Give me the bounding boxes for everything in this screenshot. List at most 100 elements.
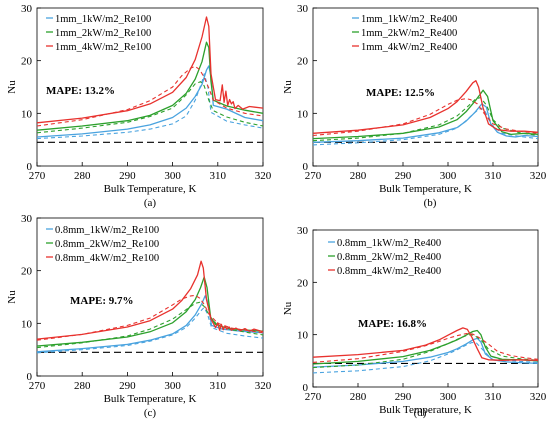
x-tick-label: 290 (119, 380, 136, 392)
x-tick-label: 280 (74, 380, 91, 392)
subplot-label: (a) (144, 197, 157, 209)
legend-item-1: 1mm_1kW/m2_Re100 (46, 14, 151, 25)
x-tick-label: 320 (530, 170, 547, 182)
legend-label: 0.8mm_4kW/m2_Re100 (55, 253, 159, 264)
legend-item-1: 0.8mm_1kW/m2_Re400 (328, 238, 441, 249)
x-axis-title: Bulk Temperature, K (104, 393, 197, 405)
legend-item-1: 1mm_1kW/m2_Re400 (352, 14, 457, 25)
plot-frame (36, 217, 264, 377)
x-tick-label: 270 (305, 391, 322, 403)
series-2-measured-line (36, 41, 264, 131)
y-axis-title: Nu (282, 301, 294, 315)
legend-item-3: 0.8mm_4kW/m2_Re100 (46, 253, 159, 264)
series-1-model-line (36, 73, 264, 140)
series-1-model-line (36, 306, 264, 354)
y-tick-label: 10 (297, 108, 309, 120)
chart-panel-3: 270 280 290 300 310 320 0 10 20 30 Bulk Temperatur… (6, 213, 272, 419)
x-tick-label: 320 (255, 380, 272, 392)
series-2-measured-line (36, 276, 264, 347)
plot-frame (312, 7, 539, 167)
x-tick-label: 300 (164, 170, 181, 182)
legend-item-1: 0.8mm_1kW/m2_Re100 (46, 225, 159, 236)
legend-label: 1mm_2kW/m2_Re100 (55, 28, 151, 39)
legend-label: 1mm_1kW/m2_Re400 (361, 14, 457, 25)
x-axis-title: Bulk Temperature, K (379, 404, 472, 416)
series-2-model-line (312, 334, 539, 369)
series-1-model-line (312, 107, 539, 146)
x-tick-label: 290 (119, 170, 136, 182)
x-tick-label: 270 (29, 380, 46, 392)
x-tick-label: 270 (29, 170, 46, 182)
series-3-model-line (36, 65, 264, 127)
legend-item-2: 0.8mm_2kW/m2_Re400 (328, 252, 441, 263)
plot-frame (36, 7, 264, 167)
series-2-measured-line (312, 329, 539, 365)
legend-item-3: 1mm_4kW/m2_Re100 (46, 42, 151, 53)
legend-item-3: 0.8mm_4kW/m2_Re400 (328, 266, 441, 277)
x-tick-label: 310 (485, 391, 502, 403)
y-axis-title: Nu (282, 80, 294, 94)
y-tick-label: 30 (297, 225, 309, 237)
subplot-label: (b) (424, 197, 437, 209)
series-3-model-line (312, 98, 539, 137)
y-tick-label: 20 (297, 56, 309, 68)
legend-label: 0.8mm_1kW/m2_Re400 (337, 238, 441, 249)
mape-annotation: MAPE: 9.7% (70, 295, 134, 307)
y-tick-label: 0 (303, 382, 309, 394)
x-tick-label: 300 (440, 170, 457, 182)
y-tick-label: 0 (27, 161, 33, 173)
y-tick-label: 30 (21, 213, 33, 225)
x-axis-title: Bulk Temperature, K (379, 183, 472, 195)
y-tick-label: 30 (297, 3, 309, 15)
x-axis-title: Bulk Temperature, K (104, 183, 197, 195)
y-tick-label: 10 (21, 108, 33, 120)
y-tick-label: 20 (21, 266, 33, 278)
chart-panel-1: 270 280 290 300 310 320 0 10 20 30 Bulk Temperatur… (6, 3, 272, 209)
legend-label: 0.8mm_4kW/m2_Re400 (337, 266, 441, 277)
x-tick-label: 310 (485, 170, 502, 182)
x-tick-label: 300 (440, 391, 457, 403)
series-2-model-line (36, 81, 264, 134)
x-tick-label: 280 (350, 170, 367, 182)
series-3-model-line (312, 333, 539, 363)
series-2-model-line (312, 96, 539, 142)
legend-label: 0.8mm_2kW/m2_Re400 (337, 252, 441, 263)
y-axis-title: Nu (6, 80, 18, 94)
legend-label: 1mm_4kW/m2_Re100 (55, 42, 151, 53)
y-axis-title: Nu (6, 290, 18, 304)
subplot-label: (d) (414, 407, 427, 419)
subplot-label: (c) (144, 407, 157, 419)
legend-label: 0.8mm_2kW/m2_Re100 (55, 239, 159, 250)
series-3-measured-line (36, 16, 264, 124)
y-tick-label: 20 (297, 277, 309, 289)
legend-item-3: 1mm_4kW/m2_Re400 (352, 42, 457, 53)
legend-item-2: 0.8mm_2kW/m2_Re100 (46, 239, 159, 250)
series-2-measured-line (312, 89, 539, 140)
series-3-measured-line (312, 80, 539, 134)
x-tick-label: 270 (305, 170, 322, 182)
x-tick-label: 320 (255, 170, 272, 182)
mape-annotation: MAPE: 12.5% (366, 87, 435, 99)
x-tick-label: 280 (350, 391, 367, 403)
x-tick-label: 280 (74, 170, 91, 182)
y-tick-label: 20 (21, 56, 33, 68)
y-tick-label: 10 (297, 330, 309, 342)
series-3-measured-line (36, 260, 264, 340)
legend-item-2: 1mm_2kW/m2_Re100 (46, 28, 151, 39)
chart-panel-2: 270 280 290 300 310 320 0 10 20 30 Bulk Temperatur… (282, 3, 547, 209)
legend-label: 1mm_1kW/m2_Re100 (55, 14, 151, 25)
y-tick-label: 0 (27, 371, 33, 383)
x-tick-label: 320 (530, 391, 547, 403)
legend-label: 1mm_4kW/m2_Re400 (361, 42, 457, 53)
series-1-measured-line (36, 65, 264, 138)
series-3-model-line (36, 294, 264, 341)
legend-label: 0.8mm_1kW/m2_Re100 (55, 225, 159, 236)
x-tick-label: 300 (164, 380, 181, 392)
x-tick-label: 290 (395, 391, 412, 403)
y-tick-label: 10 (21, 318, 33, 330)
mape-annotation: MAPE: 13.2% (46, 85, 115, 97)
chart-panel-4: 270 280 290 300 310 320 0 10 20 30 Bulk Temperatur… (282, 225, 547, 419)
legend-label: 1mm_2kW/m2_Re400 (361, 28, 457, 39)
x-tick-label: 290 (395, 170, 412, 182)
